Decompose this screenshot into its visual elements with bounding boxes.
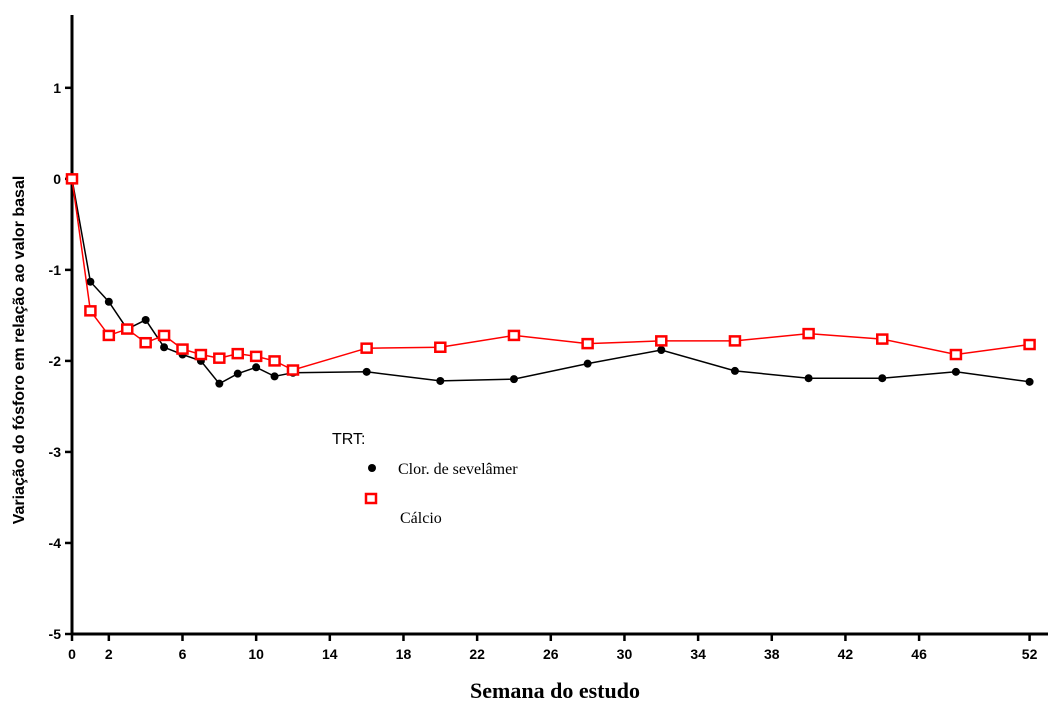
data-point xyxy=(286,364,300,376)
legend-label-calcio: Cálcio xyxy=(400,510,442,527)
x-tick-label: 30 xyxy=(617,646,633,662)
series-layer xyxy=(65,173,1036,388)
x-tick-label: 22 xyxy=(469,646,485,662)
y-tick-label: -3 xyxy=(49,444,62,460)
x-tick-label: 42 xyxy=(838,646,854,662)
y-tick-label: -2 xyxy=(49,353,62,369)
data-point xyxy=(655,335,668,347)
data-point xyxy=(728,335,742,347)
x-tick-label: 2 xyxy=(105,646,113,662)
data-point xyxy=(157,329,171,342)
data-point xyxy=(86,277,95,286)
x-tick-label: 46 xyxy=(911,646,927,662)
y-tick-label: 1 xyxy=(53,80,61,96)
data-point xyxy=(434,341,447,354)
series-sevelamer xyxy=(68,174,1034,388)
x-tick-label: 38 xyxy=(764,646,780,662)
data-point xyxy=(802,327,815,340)
data-point xyxy=(1023,338,1036,351)
x-tick-label: 0 xyxy=(68,646,76,662)
data-point xyxy=(949,348,963,361)
data-point xyxy=(139,336,152,349)
legend-title: TRT: xyxy=(332,431,365,448)
data-point xyxy=(102,329,116,342)
data-point xyxy=(657,345,666,354)
data-point xyxy=(104,297,113,306)
data-point xyxy=(362,367,371,376)
y-tick-label: -4 xyxy=(49,535,62,551)
data-point xyxy=(160,343,169,352)
legend: TRT: Clor. de sevelâmer Cálcio xyxy=(332,431,518,527)
data-point xyxy=(876,333,889,345)
legend-label-sevelamer: Clor. de sevelâmer xyxy=(398,461,518,478)
data-point xyxy=(270,372,279,381)
data-point xyxy=(65,173,79,185)
data-point xyxy=(176,343,189,355)
data-point xyxy=(730,366,739,375)
data-point xyxy=(84,305,97,317)
data-point xyxy=(249,350,263,363)
x-axis-label: Semana do estudo xyxy=(470,678,640,702)
data-point xyxy=(252,363,261,372)
series-calcio xyxy=(65,173,1036,376)
x-tick-label: 6 xyxy=(179,646,187,662)
data-point xyxy=(581,337,594,350)
data-point xyxy=(194,348,208,361)
data-point xyxy=(360,342,373,354)
y-tick-label: -5 xyxy=(49,626,62,642)
x-tick-label: 34 xyxy=(690,646,706,662)
data-point xyxy=(951,367,960,376)
axes: 10-1-2-3-4-50 2 6 10 14 18 22 26 30 34 38 42 46 52 xyxy=(49,15,1048,662)
y-tick-label: -1 xyxy=(49,262,62,278)
data-point xyxy=(583,359,592,368)
data-point xyxy=(233,369,242,378)
data-point xyxy=(213,352,226,364)
data-point xyxy=(804,374,813,383)
y-axis-label: Variação do fósforo em relação ao valor … xyxy=(11,176,28,525)
data-point xyxy=(509,375,518,384)
x-tick-label: 52 xyxy=(1022,646,1038,662)
data-point xyxy=(141,315,150,324)
data-point xyxy=(215,379,224,388)
data-point xyxy=(231,347,244,360)
x-tick-label: 14 xyxy=(322,646,338,662)
x-tick-label: 26 xyxy=(543,646,559,662)
y-tick-label: 0 xyxy=(53,171,61,187)
data-point xyxy=(1025,377,1034,386)
data-point xyxy=(878,374,887,383)
data-point xyxy=(268,355,281,367)
x-tick-label: 18 xyxy=(396,646,412,662)
legend-marker-sevelamer xyxy=(368,464,376,472)
legend-marker-calcio xyxy=(364,492,378,505)
data-point xyxy=(507,329,521,342)
data-point xyxy=(436,376,445,385)
data-point xyxy=(120,323,134,335)
x-tick-label: 10 xyxy=(248,646,264,662)
